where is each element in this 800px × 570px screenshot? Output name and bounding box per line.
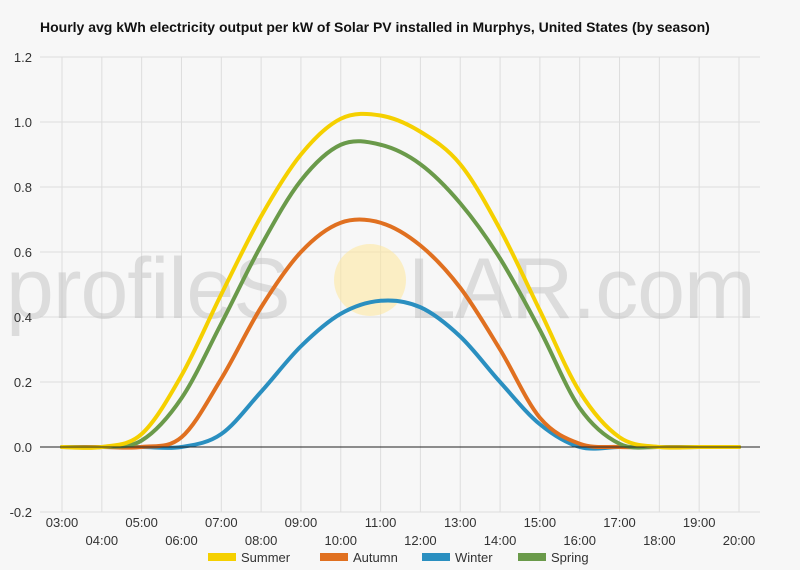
- x-tick-label: 16:00: [563, 533, 596, 548]
- y-tick-label: 0.6: [14, 245, 32, 260]
- legend: Summer Autumn Winter Spring: [208, 550, 589, 565]
- watermark-left: profileS: [6, 241, 290, 337]
- y-tick-label: -0.2: [10, 505, 32, 520]
- legend-swatch-summer: [208, 553, 236, 561]
- watermark-right: LAR.com: [408, 241, 755, 337]
- legend-swatch-spring: [518, 553, 546, 561]
- y-tick-label: 0.2: [14, 375, 32, 390]
- x-tick-label: 11:00: [365, 515, 397, 530]
- x-tick-label: 04:00: [86, 533, 119, 548]
- legend-label-spring: Spring: [551, 550, 589, 565]
- y-tick-label: 1.0: [14, 115, 32, 130]
- x-tick-label: 03:00: [46, 515, 79, 530]
- x-tick-label: 15:00: [524, 515, 557, 530]
- chart-title: Hourly avg kWh electricity output per kW…: [40, 19, 710, 35]
- x-tick-label: 18:00: [643, 533, 676, 548]
- axis-layer: -0.2 0.0 0.2 0.4 0.6 0.8 1.0 1.2 03:00 04:00 05:00…: [10, 50, 760, 548]
- x-tick-label: 06:00: [165, 533, 198, 548]
- x-tick-label: 20:00: [723, 533, 756, 548]
- x-tick-label: 10:00: [324, 533, 357, 548]
- watermark: profileS LAR.com: [6, 241, 756, 337]
- y-tick-label: 0.8: [14, 180, 32, 195]
- legend-label-winter: Winter: [455, 550, 493, 565]
- legend-swatch-winter: [422, 553, 450, 561]
- y-tick-label: 0.0: [14, 440, 32, 455]
- x-tick-label: 14:00: [484, 533, 517, 548]
- legend-label-summer: Summer: [241, 550, 291, 565]
- x-tick-label: 12:00: [404, 533, 437, 548]
- x-tick-label: 09:00: [285, 515, 318, 530]
- series-line-summer: [60, 111, 741, 450]
- legend-label-autumn: Autumn: [353, 550, 398, 565]
- x-tick-label: 19:00: [683, 515, 716, 530]
- legend-swatch-autumn: [320, 553, 348, 561]
- x-tick-label: 05:00: [125, 515, 158, 530]
- x-tick-label: 13:00: [444, 515, 477, 530]
- x-tick-label: 07:00: [205, 515, 238, 530]
- y-tick-label: 0.4: [14, 310, 32, 325]
- y-tick-label: 1.2: [14, 50, 32, 65]
- x-tick-label: 17:00: [603, 515, 636, 530]
- x-tick-label: 08:00: [245, 533, 278, 548]
- watermark-sun-icon: [334, 244, 406, 316]
- series-line-spring: [60, 139, 741, 450]
